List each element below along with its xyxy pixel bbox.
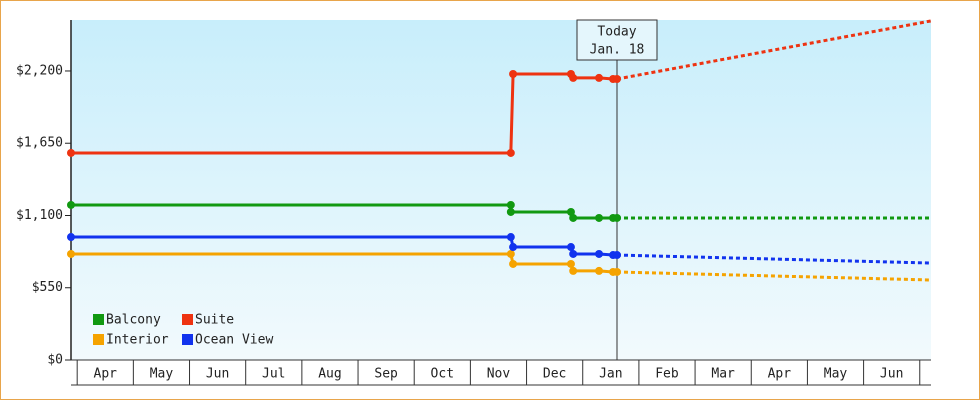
x-tick-label: Oct (431, 367, 454, 382)
legend-label: Ocean View (195, 333, 273, 348)
price-point (506, 200, 515, 209)
x-tick-label: Jun (880, 367, 903, 382)
price-point (612, 267, 621, 276)
price-point (595, 266, 604, 275)
price-point (569, 213, 578, 222)
price-point (566, 259, 575, 268)
legend-swatch (182, 314, 193, 325)
x-tick-label: Sep (374, 367, 398, 382)
legend-swatch (93, 314, 104, 325)
price-point (67, 148, 75, 157)
x-tick-label: Dec (543, 367, 566, 382)
y-tick-label: $1,650 (16, 136, 63, 151)
x-tick-label: Apr (94, 367, 118, 382)
today-label: Today (597, 25, 636, 40)
legend-label: Interior (106, 333, 169, 348)
today-box (576, 19, 658, 61)
price-point (509, 259, 518, 268)
price-point (612, 74, 621, 83)
price-point (506, 233, 515, 242)
x-tick-label: May (824, 367, 848, 382)
x-tick-label: Mar (711, 367, 735, 382)
plot-area (71, 20, 931, 360)
forecast-line (616, 19, 932, 81)
price-point (509, 69, 518, 78)
price-point (595, 249, 604, 258)
x-tick-label: Jan (599, 367, 622, 382)
price-point (595, 73, 604, 82)
legend-swatch (93, 334, 104, 345)
price-point (569, 266, 578, 275)
forecast-line (616, 270, 932, 282)
price-point (67, 233, 75, 242)
x-tick-label: Apr (768, 367, 792, 382)
y-tick-label: $0 (47, 353, 63, 368)
x-tick-label: Jul (262, 367, 285, 382)
y-tick-label: $550 (32, 280, 63, 295)
price-point (595, 213, 604, 222)
price-point (67, 200, 75, 209)
forecast-line (616, 253, 932, 265)
y-tick-label: $2,200 (16, 63, 63, 78)
x-tick-label: Feb (655, 367, 679, 382)
x-tick-label: Nov (487, 367, 511, 382)
y-tick-label: $1,100 (16, 208, 63, 223)
price-point (506, 249, 515, 258)
legend-swatch (182, 334, 193, 345)
price-point (566, 207, 575, 216)
price-point (612, 251, 621, 260)
x-tick-label: Aug (318, 367, 341, 382)
price-point (569, 73, 578, 82)
price-point (509, 243, 518, 252)
price-point (569, 249, 578, 258)
price-point (67, 249, 75, 258)
price-point (506, 207, 515, 216)
today-date: Jan. 18 (590, 43, 645, 58)
legend-label: Suite (195, 313, 234, 328)
x-tick-label: Jun (206, 367, 229, 382)
price-point (612, 213, 621, 222)
price-point (566, 243, 575, 252)
x-tick-label: May (150, 367, 174, 382)
legend-label: Balcony (106, 313, 161, 328)
price-point (506, 148, 515, 157)
